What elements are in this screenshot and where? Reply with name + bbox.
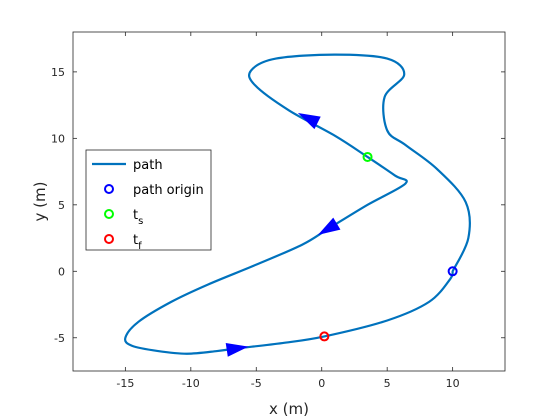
legend-swatch-marker [104,184,114,194]
legend-swatch-marker [104,234,114,244]
y-tick-label: 15 [51,66,65,79]
y-tick-label: -5 [54,332,65,345]
legend-box [85,149,212,251]
legend-entry: path [133,158,163,173]
legend-swatch-marker [104,209,114,219]
plot-area [124,53,471,357]
legend-entry: tf [133,233,142,252]
x-tick-label: 0 [318,377,325,390]
marker-path-origin [447,266,458,277]
x-tick-label: 10 [446,377,460,390]
legend-entry: path origin [133,183,204,198]
direction-arrow [317,217,341,235]
direction-arrow [225,342,249,357]
marker-t-f [319,331,330,342]
y-axis-label: y (m) [31,182,49,222]
x-tick-label: -5 [251,377,262,390]
legend-entry: ts [133,208,143,227]
x-axis-label: x (m) [269,400,309,418]
x-tick-label: 5 [384,377,391,390]
x-tick-label: -10 [182,377,200,390]
legend: path path origin ts tf [85,149,212,252]
y-tick-label: 5 [58,199,65,212]
y-tick-label: 10 [51,132,65,145]
axis-ticks: -15 -10 -5 0 5 10 -5 0 5 10 15 [51,32,505,390]
direction-arrow [297,113,321,130]
marker-t-s [362,151,373,162]
x-tick-label: -15 [116,377,134,390]
y-tick-label: 0 [58,265,65,278]
